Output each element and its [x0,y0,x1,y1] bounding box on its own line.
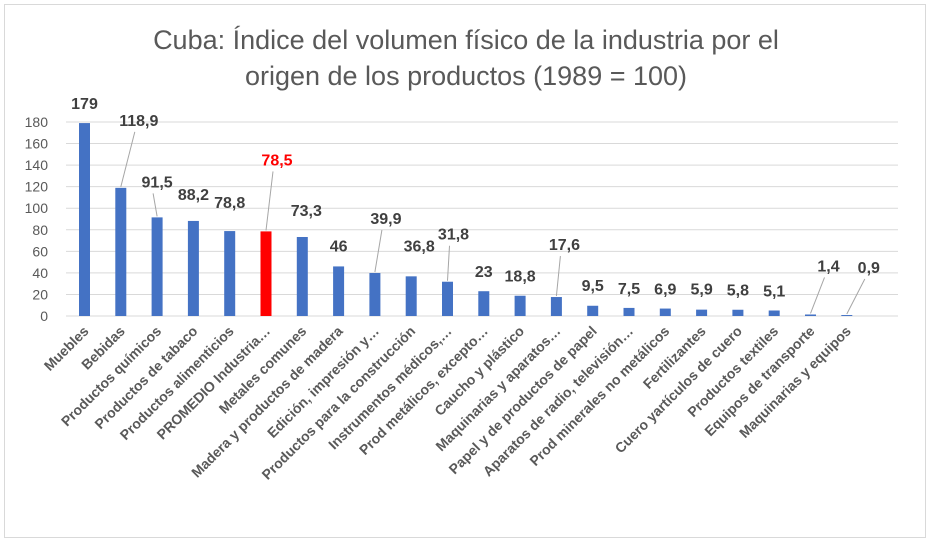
data-label-2: 91,5 [142,174,173,191]
bar-15 [623,307,635,316]
data-label-7: 46 [330,238,348,255]
bar-11 [478,291,490,316]
bar-8 [369,272,381,316]
y-tick-label: 20 [32,286,48,302]
leader-line-1 [120,131,136,187]
y-tick-label: 60 [32,243,48,259]
bar-2 [151,217,163,316]
leader-line-10 [447,245,450,281]
bar-4 [224,231,236,316]
data-label-15: 7,5 [618,281,640,298]
data-label-16: 6,9 [654,282,676,299]
y-tick-label: 160 [25,136,49,152]
bar-1 [115,187,127,316]
data-label-19: 5,1 [763,284,785,301]
y-tick-label: 120 [25,179,49,195]
bar-10 [442,281,453,316]
leader-line-2 [152,193,158,217]
data-label-1: 118,9 [119,113,158,130]
leader-line-8 [374,229,383,273]
bar-5 [260,231,272,316]
bar-12 [514,295,526,316]
bar-20 [805,314,816,316]
bar-0 [79,123,90,316]
bar-19 [768,310,780,316]
data-label-5: 78,5 [261,152,292,169]
chart-title-line-1: Cuba: Índice del volumen físico de la in… [153,25,779,55]
data-label-21: 0,9 [858,260,880,277]
data-label-18: 5,8 [727,283,749,300]
y-tick-label: 80 [32,222,48,238]
bar-7 [333,266,345,316]
leader-line-20 [810,277,825,314]
y-tick-label: 100 [25,200,49,216]
data-label-8: 39,9 [370,211,401,228]
bar-17 [696,309,708,316]
data-label-9: 36,8 [404,238,435,255]
data-label-14: 9,5 [582,278,604,295]
data-label-0: 179 [71,96,98,113]
bar-9 [405,276,417,316]
y-tick-label: 40 [32,265,48,281]
leader-line-21 [846,278,866,315]
leader-line-5 [265,171,274,231]
leader-line-13 [555,255,561,297]
bar-6 [296,236,308,316]
data-label-11: 23 [475,264,493,281]
y-tick-label: 180 [25,114,49,130]
chart-title: Cuba: Índice del volumen físico de la in… [0,22,932,94]
data-label-12: 18,8 [505,269,536,286]
data-label-20: 1,4 [817,258,839,275]
bar-3 [187,220,199,316]
bar-16 [659,308,671,316]
bar-21 [841,315,853,316]
bar-13 [550,297,562,316]
y-tick-label: 0 [40,308,48,324]
data-label-4: 78,8 [214,195,245,212]
data-label-6: 73,3 [291,203,322,220]
bar-14 [587,305,599,316]
chart-title-line-2: origen de los productos (1989 = 100) [244,61,688,91]
y-tick-label: 140 [25,157,49,173]
data-label-13: 17,6 [549,237,580,254]
data-label-3: 88,2 [178,187,209,204]
data-label-17: 5,9 [690,282,712,299]
data-label-10: 31,8 [438,227,469,244]
bar-18 [732,309,744,316]
